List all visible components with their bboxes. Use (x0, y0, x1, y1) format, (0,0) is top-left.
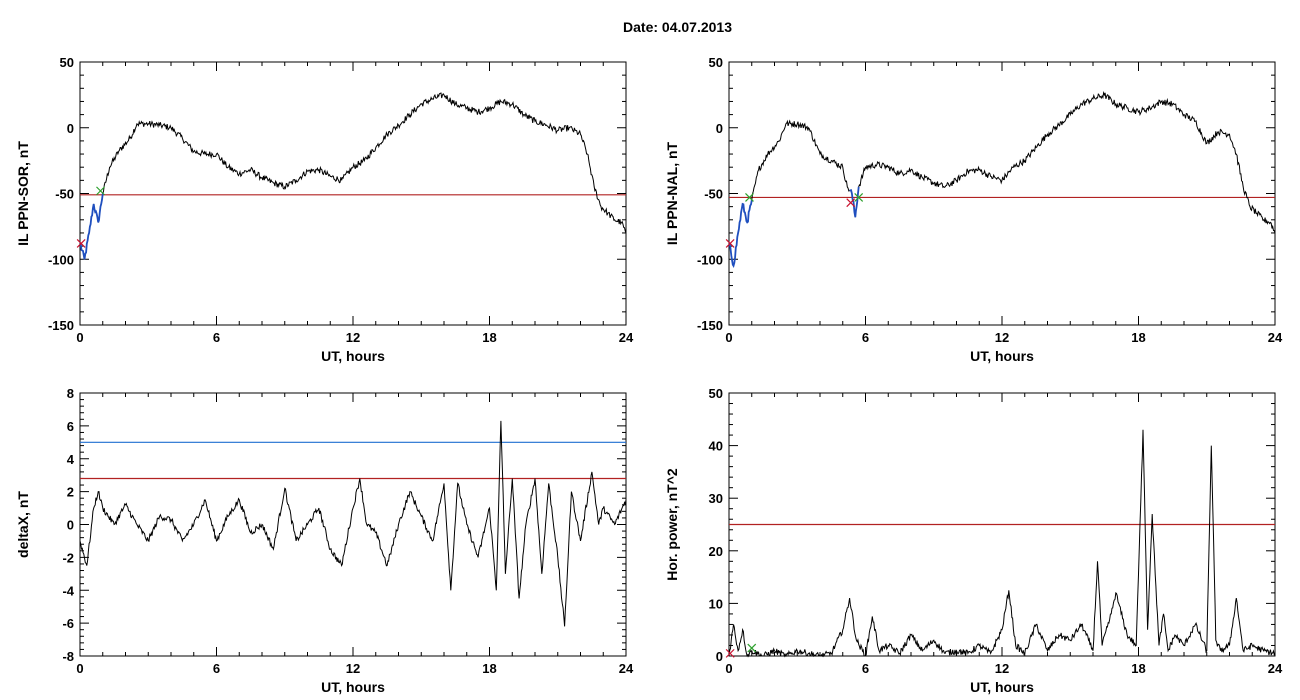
x-tick-label: 0 (76, 330, 83, 345)
x-marker-stroke (745, 193, 754, 202)
y-tick-label: -2 (62, 550, 74, 565)
y-tick-label: 6 (67, 419, 74, 434)
y-tick-label: 50 (709, 386, 723, 401)
y-tick-label: -150 (48, 318, 74, 333)
x-marker (96, 186, 105, 196)
plot-frame (79, 61, 627, 326)
highlight-segment (849, 186, 860, 218)
y-tick-label: 0 (67, 518, 74, 533)
x-tick-label: 24 (619, 330, 634, 345)
x-marker-stroke (96, 186, 105, 196)
y-tick-label: -150 (697, 318, 723, 333)
x-marker-stroke (725, 648, 735, 658)
x-marker (854, 193, 864, 202)
x-tick-label: 0 (725, 661, 732, 676)
x-tick-label: 12 (995, 661, 1009, 676)
panel-hor-power: 0 6 12 18 24 0 10 20 30 40 50 UT, hours Hor. power, … (664, 386, 1283, 695)
y-axis-label: Hor. power, nT^2 (664, 468, 680, 581)
x-axis-label: UT, hours (321, 679, 385, 695)
y-tick-label: 0 (716, 121, 723, 136)
y-tick-label: -6 (62, 616, 74, 631)
x-tick-label: 12 (346, 661, 360, 676)
x-marker-stroke (747, 643, 757, 653)
x-tick-label: 18 (1131, 330, 1145, 345)
y-tick-label: 8 (67, 386, 74, 401)
panel-il-ppn-nal: 0 6 12 18 24 -150 -100 -50 0 50 UT, hours IL PPN-NA… (664, 55, 1283, 364)
y-tick-label: 2 (67, 485, 74, 500)
x-marker-stroke (76, 239, 86, 248)
x-marker (76, 239, 86, 248)
x-marker-stroke (854, 193, 864, 202)
x-marker (747, 643, 757, 653)
y-axis-label: IL PPN-SOR, nT (15, 141, 31, 246)
x-tick-label: 18 (482, 330, 496, 345)
x-marker-stroke (846, 198, 856, 208)
x-marker (725, 648, 735, 658)
y-axis-label: deltaX, nT (15, 491, 31, 558)
data-series-line (728, 429, 1276, 658)
x-tick-label: 12 (346, 330, 360, 345)
y-tick-label: 20 (709, 544, 723, 559)
y-tick-label: -8 (62, 649, 74, 664)
plot-frame (728, 61, 1276, 326)
x-axis-label: UT, hours (970, 679, 1034, 695)
x-tick-label: 6 (862, 661, 869, 676)
x-tick-label: 6 (862, 330, 869, 345)
x-tick-label: 24 (619, 661, 634, 676)
data-series-line (79, 92, 627, 260)
y-tick-label: -100 (48, 252, 74, 267)
plot-frame (79, 392, 627, 657)
x-tick-label: 0 (725, 330, 732, 345)
y-tick-label: 30 (709, 491, 723, 506)
data-series-line (728, 90, 1276, 268)
y-tick-label: 4 (67, 452, 75, 467)
y-tick-label: 50 (60, 55, 74, 70)
y-tick-label: 0 (716, 649, 723, 664)
panel-il-ppn-sor: 0 6 12 18 24 -150 -100 -50 0 50 UT, hours IL PPN-SO… (15, 55, 634, 364)
x-tick-label: 24 (1268, 661, 1283, 676)
x-tick-label: 24 (1268, 330, 1283, 345)
x-tick-label: 6 (213, 661, 220, 676)
y-tick-label: -4 (62, 583, 74, 598)
y-tick-label: -100 (697, 252, 723, 267)
y-tick-label: 50 (709, 55, 723, 70)
x-axis-label: UT, hours (321, 348, 385, 364)
x-tick-label: 12 (995, 330, 1009, 345)
x-axis-label: UT, hours (970, 348, 1034, 364)
highlight-segment (728, 199, 753, 268)
y-tick-label: -50 (704, 187, 723, 202)
chart-title: Date: 04.07.2013 (623, 19, 732, 35)
y-tick-label: 10 (709, 596, 723, 611)
x-marker (725, 239, 735, 248)
highlight-segment (79, 193, 104, 260)
y-axis-label: IL PPN-NAL, nT (664, 141, 680, 245)
y-tick-label: -50 (55, 187, 74, 202)
x-tick-label: 6 (213, 330, 220, 345)
y-tick-label: 40 (709, 439, 723, 454)
data-series-line (79, 420, 627, 627)
x-marker-stroke (725, 239, 735, 248)
y-tick-label: 0 (67, 121, 74, 136)
x-tick-label: 18 (1131, 661, 1145, 676)
x-tick-label: 18 (482, 661, 496, 676)
x-marker (846, 198, 856, 208)
x-marker (745, 193, 754, 202)
x-tick-label: 0 (76, 661, 83, 676)
